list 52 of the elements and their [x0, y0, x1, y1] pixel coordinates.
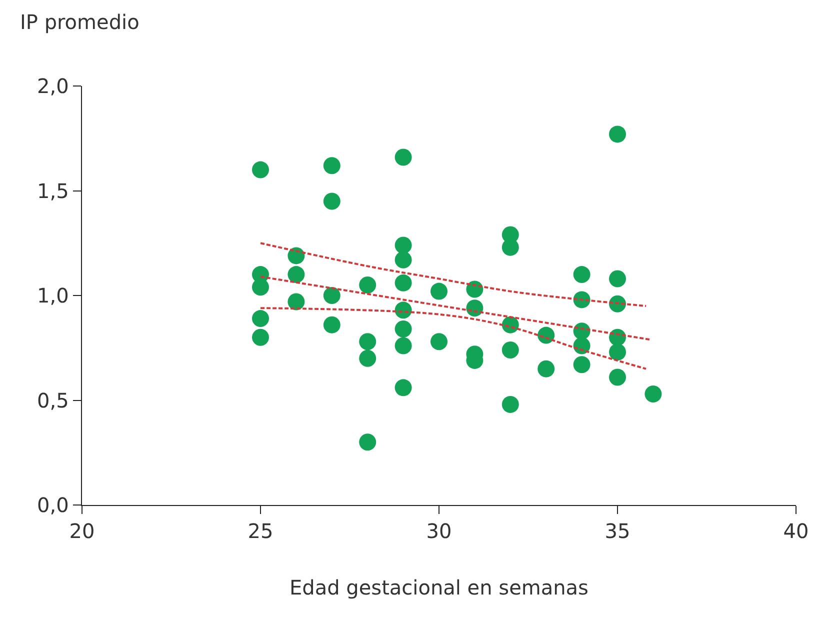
- x-tick-label: 30: [426, 519, 452, 544]
- point: [359, 434, 376, 451]
- point: [252, 310, 269, 328]
- point: [323, 157, 340, 174]
- y-tick-label: 1,0: [37, 284, 69, 308]
- point: [430, 282, 448, 300]
- point: [252, 328, 269, 346]
- x-tick-label: 20: [69, 519, 95, 544]
- point: [394, 236, 412, 254]
- point: [538, 326, 555, 344]
- y-tick-label: 1,5: [37, 178, 69, 203]
- point: [288, 247, 305, 264]
- point: [252, 278, 269, 296]
- point: [502, 396, 519, 413]
- y-tick-label: 2,0: [37, 74, 69, 98]
- point: [359, 276, 376, 294]
- point: [394, 251, 412, 268]
- point: [359, 350, 376, 367]
- point: [394, 337, 412, 354]
- point: [466, 280, 484, 298]
- x-tick-label: 25: [248, 519, 274, 544]
- point: [394, 274, 412, 292]
- point: [323, 316, 340, 334]
- x-tick-label: 35: [604, 519, 630, 544]
- point: [502, 341, 519, 358]
- x-tick-label: 40: [783, 519, 809, 544]
- point: [323, 287, 340, 304]
- point: [609, 126, 626, 143]
- point: [573, 266, 590, 284]
- point: [394, 379, 412, 396]
- y-axis-title: IP promedio: [20, 10, 140, 34]
- line-series: [260, 307, 648, 370]
- point: [394, 302, 412, 319]
- point: [252, 161, 269, 178]
- point: [644, 385, 662, 402]
- point: [538, 360, 555, 378]
- point: [359, 333, 376, 350]
- point: [394, 320, 412, 338]
- point: [573, 356, 590, 374]
- point: [288, 266, 305, 284]
- y-tick-label: 0,0: [37, 493, 69, 517]
- point: [323, 192, 340, 210]
- point: [430, 333, 448, 350]
- line-series: [260, 242, 648, 307]
- x-axis-title: Edad gestacional en semanas: [290, 576, 588, 600]
- point: [288, 293, 305, 310]
- point: [609, 344, 626, 361]
- point: [466, 300, 484, 317]
- point: [609, 270, 626, 288]
- point: [609, 368, 626, 386]
- y-tick-label: 0,5: [37, 388, 69, 412]
- point: [394, 148, 412, 166]
